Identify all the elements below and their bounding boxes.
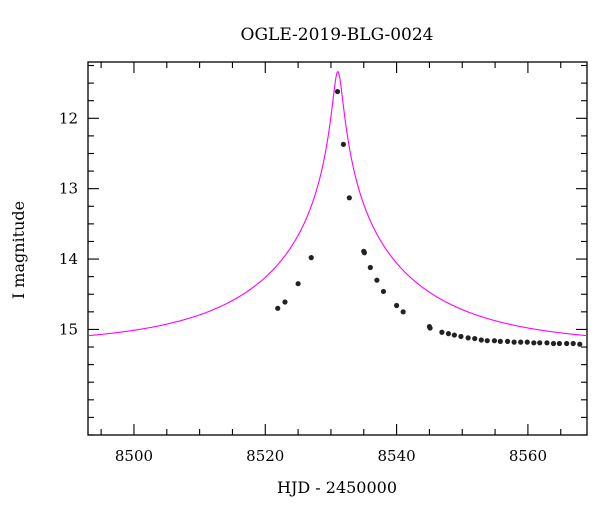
chart-title: OGLE-2019-BLG-0024: [241, 25, 434, 45]
data-point: [484, 338, 490, 344]
plot-frame: [87, 61, 588, 436]
y-tick-label: 12: [59, 109, 78, 127]
y-tick-label: 15: [59, 320, 78, 338]
data-point: [550, 340, 557, 347]
model-curve: [87, 71, 588, 337]
data-point: [427, 325, 433, 331]
data-point: [537, 340, 543, 346]
data-point: [346, 195, 352, 201]
x-tick-labels: 8500 8520 8540 8560: [115, 447, 547, 465]
x-tick-label: 8540: [377, 447, 415, 465]
data-point: [504, 338, 511, 344]
data-point: [472, 335, 478, 342]
data-point: [524, 339, 530, 345]
data-point: [511, 339, 517, 345]
data-point: [400, 309, 406, 315]
data-point: [564, 340, 570, 347]
data-point: [544, 340, 550, 346]
data-point: [465, 335, 471, 341]
data-point: [439, 329, 445, 335]
data-point: [308, 255, 314, 261]
data-point: [361, 250, 368, 256]
data-point: [570, 340, 576, 347]
data-point: [491, 338, 498, 344]
data-points: [275, 88, 583, 347]
data-point: [380, 288, 387, 295]
x-tick-label: 8500: [115, 447, 153, 465]
data-point: [497, 338, 503, 344]
y-tick-label: 14: [59, 250, 78, 268]
data-point: [458, 333, 464, 340]
y-tick-label: 13: [59, 180, 78, 198]
axis-ticks: [88, 62, 587, 436]
data-point: [275, 305, 281, 311]
data-point: [340, 141, 347, 147]
data-point: [295, 281, 301, 287]
data-point: [445, 331, 452, 337]
y-axis-label: I magnitude: [9, 201, 28, 299]
data-point: [393, 302, 400, 309]
data-point: [531, 340, 537, 346]
x-tick-label: 8560: [509, 447, 547, 465]
data-point: [556, 340, 563, 347]
data-point: [334, 88, 341, 95]
data-point: [577, 341, 583, 347]
data-point: [518, 339, 524, 345]
data-point: [282, 299, 288, 305]
x-tick-label: 8520: [246, 447, 284, 465]
data-point: [478, 337, 484, 343]
x-axis-label: HJD - 2450000: [277, 478, 397, 497]
data-point: [451, 332, 457, 338]
data-point: [374, 277, 380, 283]
y-tick-labels: 12 13 14 15: [59, 109, 78, 338]
data-point: [367, 264, 373, 271]
